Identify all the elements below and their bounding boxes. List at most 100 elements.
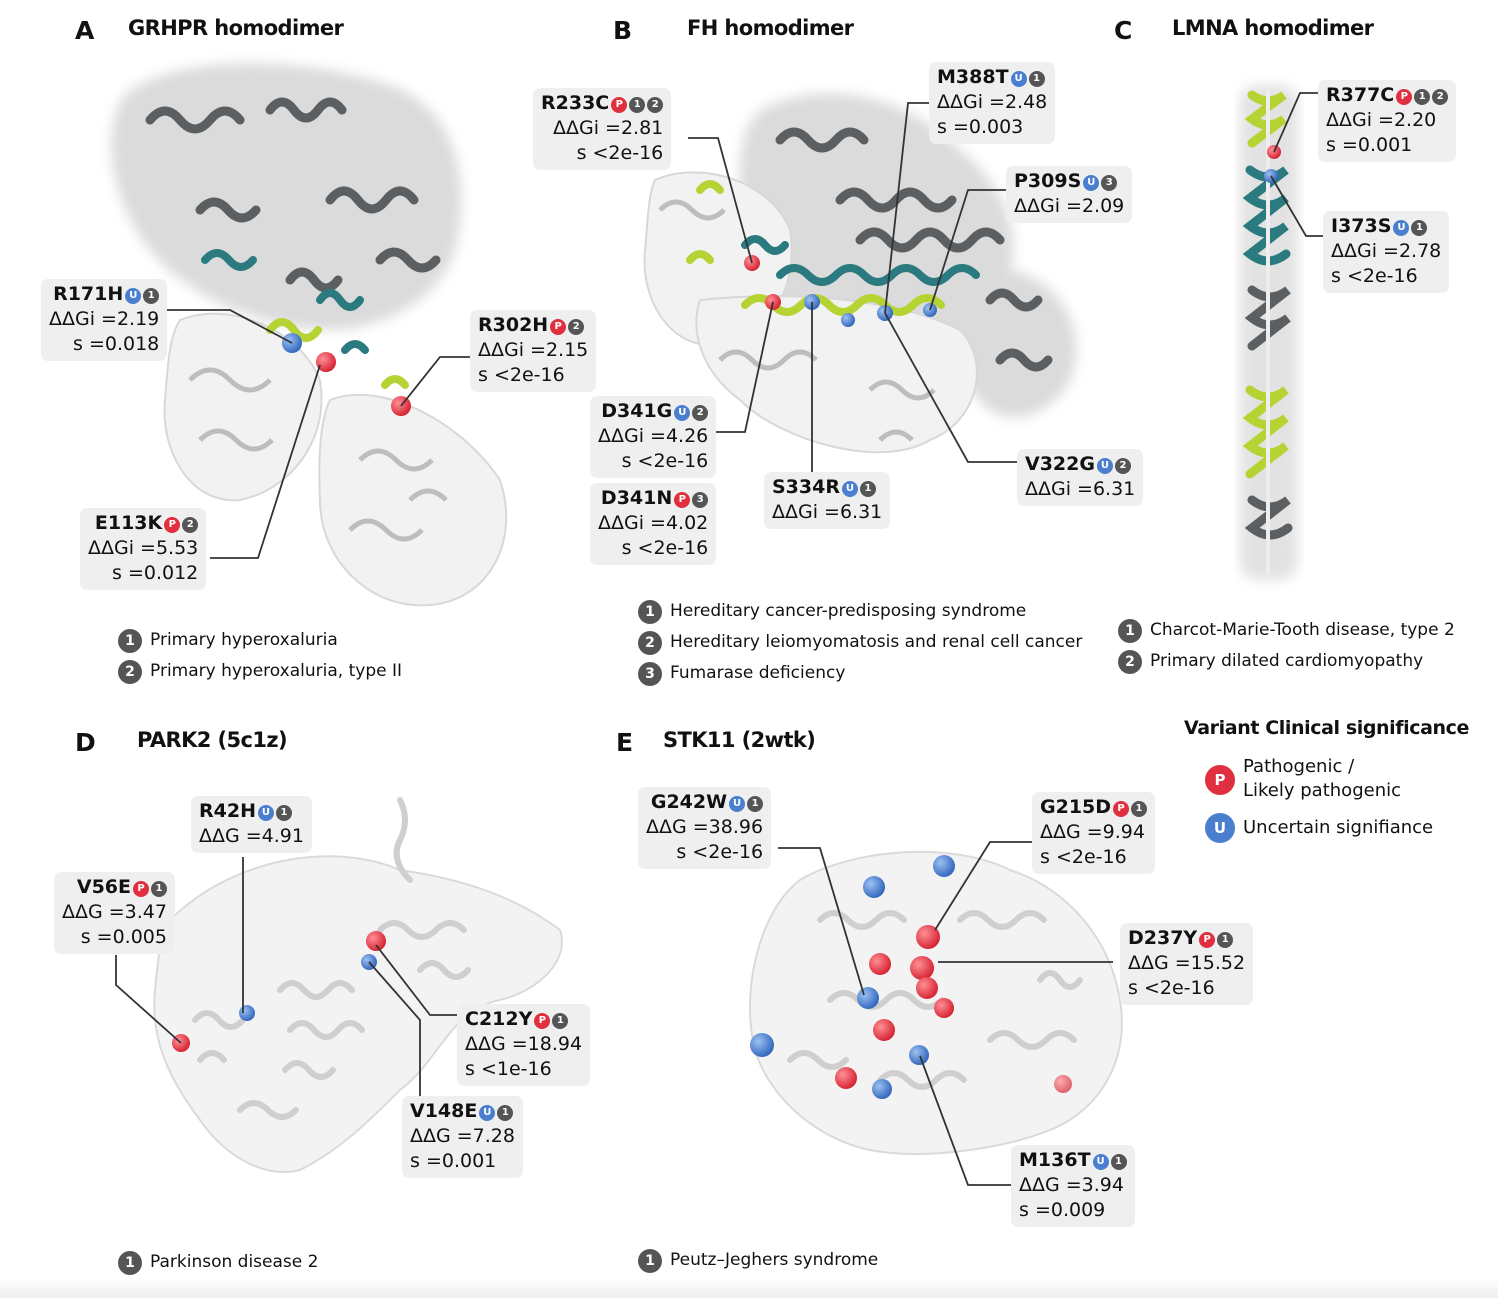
significance-badge: P	[164, 517, 181, 533]
condition-label: Parkinson disease 2	[150, 1252, 319, 1272]
variant-callout: M136T U 1 ΔΔG =3.94 s =0.009	[1011, 1145, 1135, 1227]
condition-legend-c: 1 Charcot-Marie-Tooth disease, type 2 2 Pr…	[1118, 615, 1455, 677]
variant-name: C212Y	[465, 1008, 533, 1030]
condition-badge: 1	[1217, 932, 1234, 948]
condition-label: Primary dilated cardiomyopathy	[1150, 651, 1424, 671]
ddg-value: ΔΔG =9.94	[1040, 821, 1145, 843]
condition-badge: 1	[275, 805, 292, 821]
ddg-value: ΔΔGi =2.78	[1331, 240, 1442, 262]
significance-badge: P	[534, 1013, 551, 1029]
s-value: s =0.012	[112, 562, 199, 584]
ddg-value: ΔΔGi =4.02	[598, 512, 709, 534]
significance-badge: U	[257, 805, 274, 821]
panel-letter-b: B	[613, 16, 633, 45]
significance-badge: U	[1393, 220, 1410, 236]
variant-callout: D237Y P 1 ΔΔG =15.52 s <2e-16	[1120, 923, 1254, 1005]
significance-badge: P	[1113, 801, 1130, 817]
condition-label: Hereditary leiomyomatosis and renal cell…	[670, 632, 1083, 652]
ddg-value: ΔΔGi =2.09	[1014, 195, 1125, 217]
bottom-edge	[0, 1278, 1498, 1298]
condition-badge: 2	[568, 319, 585, 335]
ddg-value: ΔΔG =15.52	[1128, 952, 1246, 974]
condition-badge: 3	[1101, 175, 1118, 191]
variant-callout: E113K P 2 ΔΔGi =5.53 s =0.012	[80, 508, 207, 590]
condition-badge: 2	[692, 405, 709, 421]
grhpr-structure	[111, 63, 508, 607]
s-value: s <2e-16	[1128, 977, 1215, 999]
condition-label: Primary hyperoxaluria, type II	[150, 661, 402, 681]
condition-number: 2	[638, 631, 662, 655]
variant-name: P309S	[1014, 170, 1082, 192]
condition-label: Hereditary cancer-predisposing syndrome	[670, 601, 1027, 621]
ddg-value: ΔΔG =3.94	[1019, 1174, 1124, 1196]
variant-name: D341G	[601, 400, 673, 422]
condition-badge: 1	[1110, 1154, 1127, 1170]
condition-badge: 2	[1432, 89, 1449, 105]
ddg-value: ΔΔGi =6.31	[1025, 478, 1136, 500]
significance-badge: U	[729, 796, 746, 812]
condition-label: Fumarase deficiency	[670, 663, 846, 683]
s-value: s =0.001	[410, 1150, 497, 1172]
ddg-value: ΔΔG =18.94	[465, 1033, 583, 1055]
panel-title-b: FH homodimer	[687, 16, 854, 40]
condition-badge: 2	[1114, 458, 1131, 474]
s-value: s <1e-16	[465, 1058, 552, 1080]
variant-callout: R302H P 2 ΔΔGi =2.15 s <2e-16	[470, 310, 597, 392]
condition-number: 1	[638, 600, 662, 624]
variant-name: G242W	[650, 791, 728, 813]
variant-name: E113K	[94, 512, 163, 534]
s-value: s <2e-16	[676, 841, 764, 863]
condition-badge: 1	[143, 288, 160, 304]
ddg-value: ΔΔG =3.47	[62, 901, 167, 923]
s-value: s <2e-16	[621, 450, 709, 472]
park2-structure	[153, 797, 563, 1173]
s-value: s =0.003	[937, 116, 1024, 138]
s-value: s <2e-16	[478, 364, 565, 386]
condition-badge: 1	[552, 1013, 569, 1029]
uncertain-icon: U	[1205, 813, 1235, 843]
grhpr-leader-lines	[165, 309, 478, 559]
variant-name: I373S	[1331, 215, 1392, 237]
condition-number: 2	[1118, 650, 1142, 674]
ddg-value: ΔΔGi =2.20	[1326, 109, 1437, 131]
panel-letter-a: A	[75, 16, 95, 45]
condition-legend-b: 1 Hereditary cancer-predisposing syndrome…	[638, 596, 1082, 689]
condition-number: 2	[118, 660, 142, 684]
significance-badge: U	[1096, 458, 1113, 474]
variant-name: V322G	[1025, 453, 1095, 475]
s-value: s <2e-16	[1040, 846, 1127, 868]
condition-badge: 1	[1411, 220, 1428, 236]
fh-leader-lines	[688, 102, 1025, 472]
significance-badge: P	[1199, 932, 1216, 948]
stk11-structure	[749, 850, 1123, 1155]
ddg-value: ΔΔGi =4.26	[598, 425, 709, 447]
condition-number: 1	[638, 1249, 662, 1273]
variant-callout: R42H U 1 ΔΔG =4.91	[191, 796, 312, 853]
ddg-value: ΔΔG =38.96	[646, 816, 764, 838]
significance-legend-title: Variant Clinical significance	[1184, 717, 1470, 739]
panel-title-d: PARK2 (5c1z)	[137, 728, 288, 752]
s-value: s =0.009	[1019, 1199, 1106, 1221]
s-value: s =0.018	[73, 333, 160, 355]
variant-callout: D341G U 2 ΔΔGi =4.26 s <2e-16	[590, 396, 717, 478]
significance-badge: U	[125, 288, 142, 304]
variant-callout: R171H U 1 ΔΔGi =2.19 s =0.018	[41, 279, 168, 361]
panel-title-c: LMNA homodimer	[1172, 16, 1374, 40]
s-value: s <2e-16	[621, 537, 709, 559]
pathogenic-icon: P	[1205, 765, 1235, 795]
condition-legend-d: 1 Parkinson disease 2	[118, 1247, 318, 1278]
condition-legend-a: 1 Primary hyperoxaluria 2 Primary hyperoxa…	[118, 625, 402, 687]
variant-callout: I373S U 1 ΔΔGi =2.78 s <2e-16	[1323, 211, 1450, 293]
significance-badge: U	[841, 481, 858, 497]
ddg-value: ΔΔGi =2.48	[937, 91, 1048, 113]
panel-title-e: STK11 (2wtk)	[663, 728, 816, 752]
park2-leader-lines	[115, 857, 463, 1100]
condition-number: 1	[1118, 619, 1142, 643]
panel-letter-d: D	[75, 728, 96, 757]
condition-badge: 1	[747, 796, 764, 812]
condition-badge: 1	[497, 1105, 514, 1121]
variant-name: R42H	[199, 800, 256, 822]
ddg-value: ΔΔGi =2.81	[552, 117, 664, 139]
condition-badge: 3	[692, 492, 709, 508]
